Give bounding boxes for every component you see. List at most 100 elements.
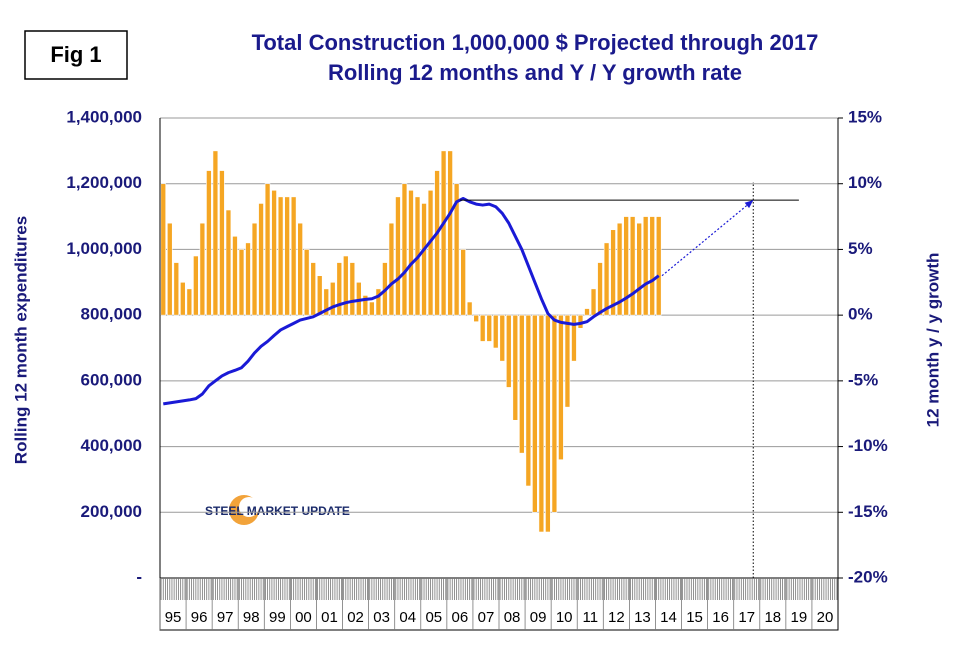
x-tick-label: 01	[321, 609, 338, 626]
y2-axis-label: 12 month y / y growth	[923, 253, 942, 428]
x-tick-label: 14	[660, 609, 677, 626]
y-axis-label: Rolling 12 month expenditures	[11, 216, 30, 464]
bar	[571, 314, 577, 362]
bar	[551, 314, 558, 513]
bar	[564, 314, 571, 408]
chart-subtitle: Rolling 12 months and Y / Y growth rate	[328, 60, 742, 85]
y2-tick-label: -15%	[848, 502, 888, 521]
bar	[251, 222, 258, 316]
y-tick-label: 200,000	[81, 502, 142, 521]
bar	[558, 314, 564, 461]
bar	[636, 222, 642, 316]
bar	[219, 170, 225, 316]
x-tick-label: 97	[217, 609, 234, 626]
y-tick-label: 600,000	[81, 370, 142, 389]
y-tick-label: 800,000	[81, 305, 142, 324]
y-tick-label: 1,400,000	[66, 107, 142, 126]
x-tick-label: 19	[791, 609, 808, 626]
x-tick-label: 13	[634, 609, 651, 626]
bar	[303, 249, 310, 316]
bar	[238, 249, 245, 316]
x-tick-label: 20	[817, 609, 834, 626]
bar	[284, 196, 290, 316]
chart-title: Total Construction 1,000,000 $ Projected…	[252, 30, 819, 55]
bar	[616, 222, 623, 316]
bar	[323, 288, 329, 316]
bar	[258, 203, 264, 316]
x-tick-label: 03	[373, 609, 390, 626]
bar	[290, 196, 297, 316]
bar	[232, 235, 238, 316]
bar	[466, 301, 473, 316]
bar	[160, 183, 167, 316]
x-tick-label: 04	[399, 609, 416, 626]
y2-tick-label: -5%	[848, 370, 878, 389]
y-tick-label: -	[136, 567, 142, 586]
bar	[388, 222, 395, 316]
figure-label: Fig 1	[50, 42, 101, 67]
bar	[167, 222, 173, 316]
bar	[212, 150, 219, 316]
bar	[610, 229, 616, 316]
bar	[336, 262, 343, 316]
y-tick-label: 400,000	[81, 436, 142, 455]
bar	[277, 196, 284, 316]
bar	[525, 314, 532, 487]
bar	[492, 314, 499, 349]
y2-tick-label: -10%	[848, 436, 888, 455]
line	[163, 197, 660, 406]
bar	[329, 281, 336, 316]
x-tick-label: 15	[686, 609, 703, 626]
bar	[655, 216, 662, 316]
bar	[434, 170, 440, 316]
bar	[375, 288, 382, 316]
x-tick-label: 16	[712, 609, 729, 626]
bar	[297, 222, 303, 316]
bar	[343, 255, 349, 316]
bar	[506, 314, 512, 388]
bar	[180, 281, 186, 316]
bar	[401, 183, 408, 316]
bar	[395, 196, 401, 316]
x-tick-label: 11	[582, 609, 598, 626]
bar	[499, 314, 506, 362]
bar	[421, 203, 427, 316]
bar	[225, 209, 232, 316]
bar	[603, 242, 610, 316]
bar	[519, 314, 525, 454]
bar	[584, 308, 590, 316]
bar	[349, 262, 356, 316]
bar	[447, 150, 453, 316]
x-tick-label: 05	[425, 609, 442, 626]
bar	[199, 222, 206, 316]
bar	[453, 183, 460, 316]
figure-box	[24, 30, 128, 80]
projection-line	[661, 199, 754, 277]
y-tick-label: 1,000,000	[66, 239, 142, 258]
x-tick-label: 95	[165, 609, 182, 626]
y2-tick-label: -20%	[848, 567, 888, 586]
x-tick-label: 10	[556, 609, 573, 626]
bar	[206, 170, 212, 316]
x-tick-label: 07	[478, 609, 495, 626]
x-tick-label: 02	[347, 609, 364, 626]
bar	[440, 150, 447, 316]
bar	[512, 314, 519, 421]
x-tick-label: 06	[452, 609, 469, 626]
x-tick-label: 17	[738, 609, 755, 626]
bar	[623, 216, 629, 316]
bar	[362, 295, 369, 316]
bar	[479, 314, 486, 342]
x-tick-label: 96	[191, 609, 208, 626]
watermark: STEEL MARKET UPDATE	[205, 504, 350, 518]
bar	[545, 314, 551, 533]
bar	[186, 288, 193, 316]
x-tick-label: 09	[530, 609, 547, 626]
bar	[408, 189, 414, 316]
x-tick-label: 00	[295, 609, 312, 626]
y2-tick-label: 5%	[848, 239, 873, 258]
bar	[427, 189, 434, 316]
bar	[369, 301, 375, 316]
x-tick-label: 18	[764, 609, 781, 626]
